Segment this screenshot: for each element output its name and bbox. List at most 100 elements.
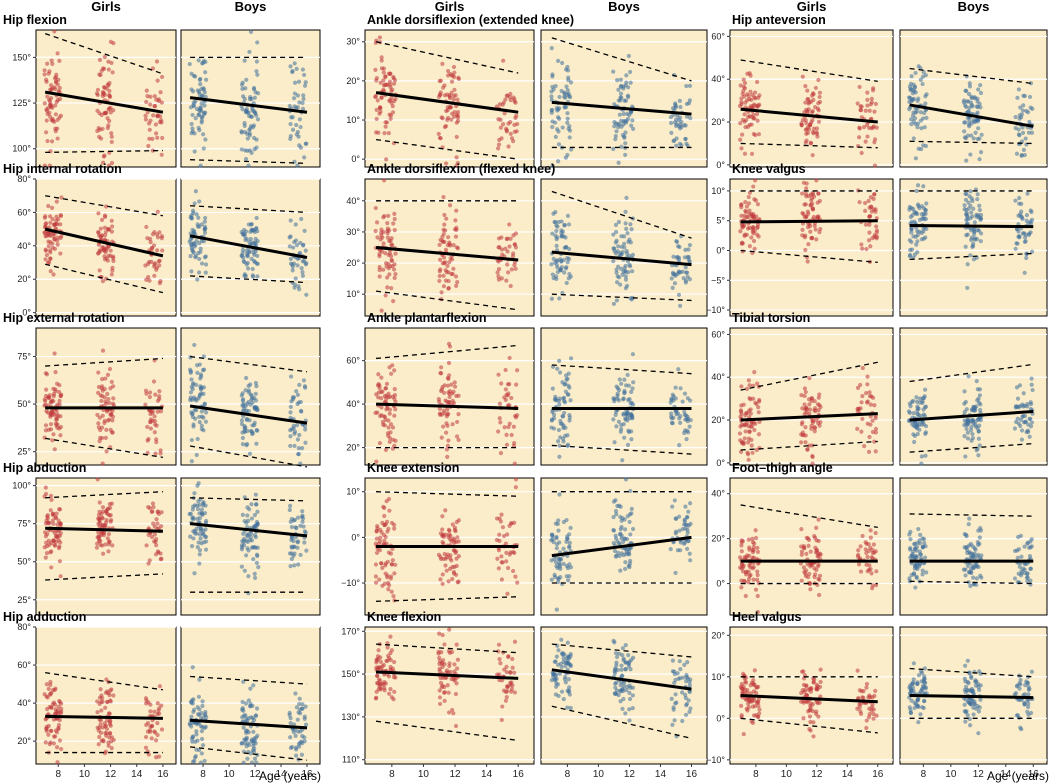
data-point — [963, 244, 968, 249]
data-point — [48, 422, 54, 427]
data-point — [243, 273, 248, 279]
data-point — [109, 272, 114, 277]
data-point — [46, 203, 51, 209]
data-point — [191, 104, 197, 109]
data-point — [684, 546, 690, 551]
data-point — [48, 83, 54, 88]
data-point — [747, 208, 752, 213]
data-point — [915, 423, 920, 428]
data-point — [669, 420, 675, 426]
data-point — [746, 408, 752, 413]
data-point — [382, 131, 387, 136]
data-point — [243, 375, 249, 381]
data-point — [157, 230, 162, 235]
data-point — [915, 125, 920, 130]
data-point — [251, 683, 256, 688]
lower-bound-line — [740, 249, 878, 264]
data-point — [292, 239, 297, 245]
data-point — [553, 274, 559, 279]
data-point — [244, 77, 249, 82]
data-point — [752, 370, 757, 375]
data-point — [288, 721, 293, 726]
data-point — [973, 419, 978, 424]
data-point — [971, 232, 977, 237]
data-point — [102, 54, 107, 60]
data-point — [373, 228, 378, 234]
data-point — [199, 541, 204, 546]
data-point — [440, 664, 445, 670]
data-point — [47, 542, 52, 547]
data-point — [630, 526, 636, 532]
data-point — [807, 402, 812, 407]
data-point — [381, 241, 386, 246]
data-point — [247, 249, 252, 254]
data-point — [813, 85, 818, 91]
data-point — [389, 285, 394, 291]
data-point — [556, 648, 561, 653]
data-point — [739, 146, 744, 151]
data-point — [803, 440, 808, 445]
panel-girls: −10°−5°0°5°10° — [706, 178, 894, 317]
panel-title: Hip abduction — [3, 461, 86, 475]
data-point — [749, 420, 754, 426]
data-point — [100, 516, 105, 521]
data-point — [549, 94, 554, 99]
data-point — [496, 267, 502, 272]
data-point — [243, 388, 248, 393]
data-point — [617, 275, 622, 280]
data-point — [48, 679, 53, 685]
data-point — [746, 201, 752, 206]
fit-line — [375, 246, 519, 262]
data-point — [201, 367, 207, 372]
data-point — [962, 120, 967, 125]
data-point — [454, 642, 459, 647]
data-point — [611, 514, 616, 520]
data-point — [619, 266, 624, 271]
data-point — [192, 244, 197, 249]
data-point — [374, 459, 379, 464]
data-point — [810, 118, 815, 123]
data-point — [619, 518, 624, 523]
data-point — [740, 117, 745, 123]
data-point — [202, 90, 207, 95]
data-point — [109, 739, 114, 744]
data-point — [245, 539, 250, 545]
data-point — [441, 390, 447, 395]
data-point — [381, 267, 386, 272]
data-point — [102, 418, 107, 423]
data-point — [46, 231, 51, 236]
data-point — [549, 262, 554, 267]
data-point — [391, 81, 397, 86]
data-point — [1025, 191, 1030, 196]
data-point — [1015, 95, 1020, 100]
data-point — [158, 114, 163, 119]
data-point — [561, 436, 566, 441]
data-point — [620, 706, 625, 711]
data-point — [811, 126, 817, 131]
data-point — [447, 94, 452, 99]
data-point — [446, 373, 452, 378]
data-point — [513, 245, 519, 250]
data-point — [189, 71, 194, 76]
data-point — [869, 96, 874, 101]
data-point — [245, 513, 250, 518]
data-point — [614, 129, 619, 134]
data-point — [379, 55, 384, 60]
data-point — [449, 105, 454, 110]
data-point — [747, 383, 752, 388]
data-point — [447, 242, 452, 247]
data-point — [451, 711, 456, 716]
data-point — [915, 232, 920, 238]
data-point — [627, 707, 632, 712]
data-point — [384, 157, 389, 162]
data-point — [199, 710, 204, 716]
data-point — [288, 218, 293, 223]
data-point — [110, 265, 115, 270]
data-point — [808, 140, 813, 145]
data-point — [611, 146, 616, 152]
data-point — [685, 527, 690, 532]
data-point — [625, 231, 630, 236]
data-point — [145, 720, 151, 726]
data-point — [374, 116, 379, 122]
data-point — [377, 111, 382, 116]
